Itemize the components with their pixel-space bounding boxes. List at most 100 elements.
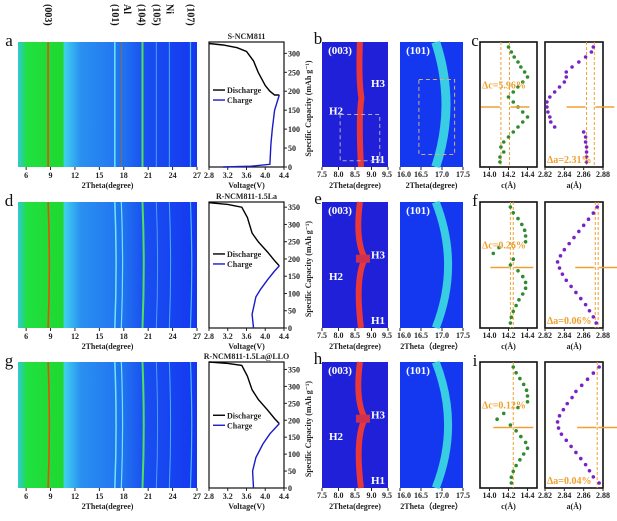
legend-discharge-label: Discharge (227, 250, 262, 259)
panel-label: e (314, 189, 322, 208)
lattice-point-c (508, 263, 513, 267)
lattice-point-c (498, 160, 502, 164)
lattice-axes-a (544, 201, 604, 329)
peak-label: (003) (42, 4, 53, 26)
lattice-point-a (587, 468, 592, 473)
contour-map (322, 202, 388, 328)
x-tick-label: 14.2 (502, 331, 516, 340)
voltage-title: S-NCM811 (228, 32, 266, 41)
xrd-heatmap (18, 202, 197, 328)
delta-c-label: Δc=0.12% (482, 401, 526, 412)
x-tick-label: 27 (193, 171, 201, 180)
x-tick-label: 17.0 (435, 491, 449, 500)
lattice-point-c (506, 95, 511, 99)
lattice-point-c (501, 140, 506, 144)
lattice-point-a (557, 85, 562, 89)
lattice-point-c (516, 60, 520, 64)
x-tick-label: 4.4 (279, 332, 289, 341)
lattice-point-a (589, 50, 594, 54)
x-tick-label: 3.6 (242, 171, 252, 180)
x-axis-label: 2Theta(degree) (82, 181, 134, 190)
y-tick-label: 150 (288, 272, 300, 281)
lattice-axes-a (544, 361, 604, 489)
contour-map (322, 42, 388, 167)
x-tick-label: 2.8 (204, 171, 214, 180)
lattice-point-c (520, 292, 525, 296)
x-tick-label: 8.5 (350, 491, 360, 500)
lattice-point-c (520, 110, 525, 114)
x-tick-label: 12 (71, 332, 79, 341)
x-tick-label: 6 (24, 332, 28, 341)
x-axis-label: c(Å) (501, 502, 516, 511)
x-tick-label: 8.5 (350, 170, 360, 179)
lattice-point-c (491, 251, 496, 256)
contour-map (400, 42, 463, 167)
contour-map (322, 362, 388, 488)
lattice-point-a (595, 205, 599, 209)
lattice-point-a (584, 150, 589, 154)
discharge-curve (208, 42, 280, 96)
lattice-point-a (570, 395, 574, 400)
contour-title: (003) (328, 365, 352, 377)
x-tick-label: 2.86 (577, 331, 591, 340)
phase-label-h1: H1 (371, 315, 385, 327)
lattice-point-a (559, 432, 564, 436)
voltage-title: R-NCM811-1.5La@LLO (204, 352, 289, 361)
legend-charge-label: Charge (227, 260, 253, 269)
panel-label: i (473, 351, 478, 370)
x-tick-label: 2.88 (596, 170, 610, 179)
x-tick-label: 8.5 (350, 331, 360, 340)
lattice-point-a (565, 401, 570, 406)
panel-label: d (5, 191, 14, 210)
legend-discharge-label: Discharge (227, 86, 262, 95)
peak-band (431, 360, 453, 490)
y-tick-label: 300 (288, 382, 300, 391)
highlight-box (339, 114, 381, 162)
lattice-point-c (508, 205, 513, 209)
x-tick-label: 4.0 (260, 492, 270, 501)
x-tick-label: 9 (49, 332, 53, 341)
lattice-point-a (583, 135, 588, 139)
x-axis-label: c(Å) (501, 342, 516, 351)
x-tick-label: 4.4 (279, 171, 289, 180)
delta-a-label: Δa=2.31% (547, 155, 591, 166)
x-tick-label: 8.0 (334, 491, 344, 500)
lattice-point-a (548, 95, 552, 99)
lattice-point-c (497, 245, 501, 250)
y-tick-label: 300 (288, 49, 300, 58)
diffraction-peak-line (47, 201, 51, 329)
phase-label-h3: H3 (371, 78, 386, 90)
phase-label-h3: H3 (371, 410, 386, 422)
lattice-point-a (564, 75, 569, 79)
lattice-point-c (495, 417, 499, 422)
x-tick-label: 2.8 (204, 332, 214, 341)
y-tick-label: 150 (288, 106, 300, 115)
x-tick-label: 9.5 (382, 331, 392, 340)
lattice-point-c (498, 155, 502, 159)
lattice-point-c (516, 85, 520, 89)
x-tick-label: 21 (144, 171, 152, 180)
lattice-point-c (509, 475, 514, 480)
x-tick-label: 14.4 (521, 170, 535, 179)
x-tick-label: 12 (71, 492, 79, 501)
x-tick-label: 14.0 (483, 491, 497, 500)
lattice-point-c (519, 434, 523, 439)
lattice-point-a (548, 115, 552, 119)
lattice-point-c (516, 216, 520, 221)
xrd-heatmap (18, 362, 197, 488)
phase-label-h1: H1 (371, 154, 385, 166)
delta-a-label: Δa=0.04% (547, 476, 591, 487)
x-tick-label: 7.5 (317, 491, 327, 500)
lattice-point-a (583, 302, 588, 307)
x-tick-label: 14.4 (521, 331, 535, 340)
lattice-point-a (578, 456, 583, 461)
lattice-point-a (581, 130, 586, 134)
lattice-point-c (511, 365, 516, 369)
legend-charge-label: Charge (227, 421, 253, 430)
x-tick-label: 14.4 (521, 491, 535, 500)
lattice-point-a (564, 438, 569, 443)
lattice-point-c (523, 234, 528, 238)
lattice-point-a (574, 389, 578, 394)
y-axis-label: Specific Capacity (mAh g⁻¹) (304, 60, 313, 157)
diffraction-peak-line (189, 361, 193, 489)
